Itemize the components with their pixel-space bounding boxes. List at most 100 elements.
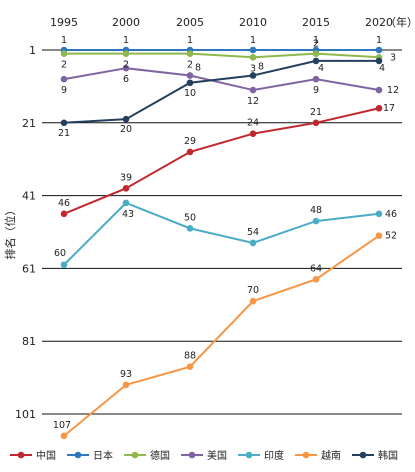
data-point-中国-2000 (122, 185, 130, 192)
series-line-中国 (63, 107, 380, 215)
data-point-越南-1995 (60, 432, 68, 440)
data-label-中国-2010: 24 (247, 118, 259, 129)
legend-marker-美国 (188, 451, 196, 459)
data-label-韩国-2000: 20 (120, 124, 132, 135)
data-label-美国-2015: 9 (313, 85, 319, 96)
data-label-印度-2010: 54 (247, 227, 259, 238)
data-point-德国-1995 (60, 50, 68, 57)
legend-label-日本: 日本 (93, 449, 113, 462)
data-label-德国-2005: 2 (187, 60, 193, 71)
data-label-韩国-2005: 10 (184, 88, 196, 99)
data-label-印度-2015: 48 (310, 205, 322, 216)
data-label-美国-2000: 6 (123, 74, 129, 85)
x-tick-label-2005: 2005 (176, 16, 204, 29)
data-point-美国-1995 (60, 75, 68, 83)
y-tick-label-81: 81 (22, 335, 36, 348)
data-point-韩国-1995 (60, 119, 68, 127)
data-point-德国-2015 (312, 50, 320, 57)
data-point-韩国-2000 (122, 115, 130, 123)
data-label-印度-2020: 46 (385, 209, 397, 220)
series-line-越南 (63, 234, 380, 437)
data-label-印度-2000: 43 (122, 209, 134, 220)
legend-marker-印度 (245, 451, 253, 459)
data-point-中国-2010 (249, 130, 257, 138)
data-label-德国-2010: 3 (250, 63, 256, 74)
y-tick-label-1: 1 (29, 44, 36, 57)
data-point-美国-2020 (375, 86, 383, 94)
data-label-越南-2005: 88 (184, 351, 196, 362)
data-label-中国-2020: 17 (383, 103, 395, 114)
legend-marker-中国 (17, 451, 25, 459)
data-point-德国-2000 (122, 50, 130, 57)
data-label-越南-2010: 70 (247, 285, 259, 296)
data-label-印度-2005: 50 (184, 212, 196, 223)
data-label-韩国-2015: 4 (318, 63, 324, 74)
x-tick-label-2015: 2015 (302, 16, 330, 29)
x-axis-unit: （年） (385, 15, 415, 29)
data-label-日本-2005: 1 (187, 35, 193, 46)
data-label-日本-2000: 1 (123, 35, 129, 46)
data-point-印度-2010 (249, 239, 257, 247)
data-label-越南-2000: 93 (120, 369, 132, 380)
y-tick-label-21: 21 (22, 117, 36, 130)
data-label-韩国-2020: 4 (379, 63, 385, 74)
data-point-印度-1995 (60, 261, 68, 269)
x-tick-label-2010: 2010 (239, 16, 267, 29)
data-label-美国-2010: 12 (247, 96, 259, 107)
data-point-越南-2005 (186, 363, 194, 370)
data-label-德国-2015: 2 (313, 39, 319, 50)
data-label-越南-2015: 64 (310, 263, 322, 274)
data-point-美国-2000 (122, 64, 130, 72)
data-point-日本-2010 (249, 46, 257, 54)
data-label-中国-2015: 21 (310, 107, 322, 118)
data-label-越南-2020: 52 (385, 231, 397, 242)
data-label-中国-2005: 29 (184, 136, 196, 147)
data-point-韩国-2010 (249, 72, 257, 79)
series-line-美国 (63, 67, 380, 92)
data-point-印度-2015 (312, 217, 320, 225)
legend-marker-越南 (302, 451, 310, 459)
legend-label-德国: 德国 (150, 449, 170, 462)
data-point-越南-2010 (249, 297, 257, 305)
legend-marker-韩国 (359, 451, 367, 459)
series-line-德国 (64, 52, 380, 59)
legend-label-越南: 越南 (321, 449, 341, 462)
legend-label-美国: 美国 (207, 449, 227, 462)
data-point-德国-2010 (249, 53, 257, 61)
data-point-美国-2005 (186, 72, 194, 79)
data-label-日本-2010: 1 (250, 35, 256, 46)
data-point-越南-2000 (122, 381, 130, 389)
legend-label-中国: 中国 (36, 449, 56, 462)
data-point-日本-2020 (375, 46, 383, 54)
data-point-中国-2020 (375, 104, 383, 112)
series-line-印度 (63, 201, 380, 266)
data-label-韩国-2010: 8 (258, 61, 264, 72)
legend-label-印度: 印度 (264, 449, 284, 462)
legend-label-韩国: 韩国 (378, 449, 398, 462)
data-point-越南-2020 (375, 232, 383, 239)
data-label-德国-2000: 2 (123, 60, 129, 71)
data-label-中国-1995: 46 (58, 198, 70, 209)
data-point-中国-2005 (186, 148, 194, 156)
data-point-印度-2005 (186, 225, 194, 232)
x-tick-label-2020: 2020 (365, 16, 393, 29)
x-tick-label-2000: 2000 (112, 16, 140, 29)
data-point-美国-2010 (249, 86, 257, 94)
data-point-中国-2015 (312, 119, 320, 127)
data-label-美国-2005: 8 (195, 62, 201, 73)
series-line-韩国 (63, 59, 379, 124)
data-label-日本-2015: 1 (313, 35, 319, 46)
data-label-中国-2000: 39 (120, 172, 132, 183)
data-point-印度-2020 (375, 210, 383, 218)
data-point-韩国-2005 (186, 79, 194, 87)
data-label-德国-1995: 2 (61, 60, 67, 71)
data-point-越南-2015 (312, 276, 320, 283)
data-label-德国-2020: 3 (390, 52, 396, 63)
data-point-德国-2005 (186, 50, 194, 57)
data-point-印度-2000 (122, 199, 130, 207)
y-axis-label: 排名（位） (3, 205, 17, 260)
data-label-日本-1995: 1 (61, 35, 67, 46)
data-label-韩国-1995: 21 (58, 128, 70, 139)
data-label-越南-1995: 107 (53, 420, 71, 431)
data-point-中国-1995 (60, 210, 68, 218)
